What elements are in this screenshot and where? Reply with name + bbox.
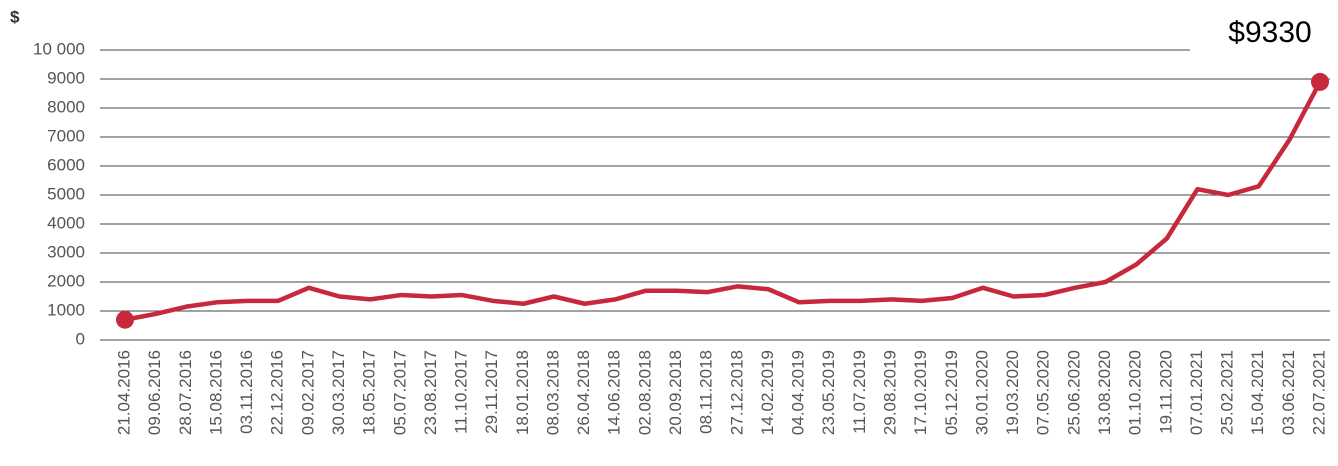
y-unit: $	[10, 7, 20, 26]
y-tick-label: 10 000	[33, 39, 85, 58]
x-tick-label: 17.10.2019	[911, 350, 930, 435]
y-tick-label: 1000	[47, 300, 85, 319]
x-tick-label: 09.06.2016	[145, 350, 164, 435]
x-tick-label: 25.02.2021	[1218, 350, 1237, 435]
x-tick-label: 23.08.2017	[421, 350, 440, 435]
x-tick-label: 08.11.2018	[697, 350, 716, 434]
x-tick-label: 30.03.2017	[329, 350, 348, 435]
x-tick-label: 19.11.2020	[1156, 350, 1175, 434]
x-tick-label: 05.07.2017	[390, 350, 409, 435]
x-tick-label: 05.12.2019	[942, 350, 961, 435]
x-tick-label: 03.06.2021	[1279, 350, 1298, 435]
y-tick-label: 0	[76, 329, 85, 348]
x-tick-label: 27.12.2018	[727, 350, 746, 435]
annotation: $9330	[1228, 16, 1311, 49]
x-tick-label: 04.04.2019	[789, 350, 808, 435]
end-dot	[116, 310, 134, 329]
y-tick-label: 6000	[47, 155, 85, 174]
x-tick-label: 08.03.2018	[543, 350, 562, 435]
x-tick-label: 18.01.2018	[513, 350, 532, 435]
y-tick-label: 7000	[47, 126, 85, 145]
x-tick-label: 07.05.2020	[1034, 350, 1053, 435]
x-tick-label: 20.09.2018	[666, 350, 685, 435]
x-tick-label: 14.06.2018	[605, 350, 624, 435]
x-tick-label: 11.10.2017	[452, 350, 471, 434]
x-tick-label: 07.01.2021	[1187, 350, 1206, 435]
x-tick-label: 01.10.2020	[1126, 350, 1145, 435]
y-tick-label: 8000	[47, 97, 85, 116]
x-tick-label: 23.05.2019	[819, 350, 838, 435]
x-tick-label: 13.08.2020	[1095, 350, 1114, 435]
x-tick-label: 29.11.2017	[482, 350, 501, 434]
x-tick-label: 18.05.2017	[360, 350, 379, 435]
y-tick-label: 9000	[47, 68, 85, 87]
x-tick-label: 03.11.2016	[237, 350, 256, 434]
x-tick-label: 15.04.2021	[1248, 350, 1267, 435]
x-tick-label: 02.08.2018	[635, 350, 654, 435]
y-tick-label: 5000	[47, 184, 85, 203]
x-tick-label: 29.08.2019	[881, 350, 900, 435]
x-tick-label: 19.03.2020	[1003, 350, 1022, 435]
y-tick-label: 4000	[47, 213, 85, 232]
end-dot	[1311, 72, 1329, 91]
x-tick-label: 21.04.2016	[114, 350, 133, 435]
x-tick-label: 22.07.2021	[1309, 350, 1328, 435]
x-tick-label: 11.07.2019	[850, 350, 869, 434]
x-tick-label: 26.04.2018	[574, 350, 593, 435]
x-tick-label: 25.06.2020	[1064, 350, 1083, 435]
x-tick-label: 14.02.2019	[758, 350, 777, 435]
y-tick-label: 3000	[47, 242, 85, 261]
x-tick-label: 15.08.2016	[206, 350, 225, 435]
x-tick-label: 22.12.2016	[268, 350, 287, 435]
line	[124, 80, 1322, 322]
x-tick-label: 30.01.2020	[972, 350, 991, 435]
y-tick-label: 2000	[47, 271, 85, 290]
x-tick-label: 28.07.2016	[176, 350, 195, 435]
x-tick-label: 09.02.2017	[298, 350, 317, 435]
